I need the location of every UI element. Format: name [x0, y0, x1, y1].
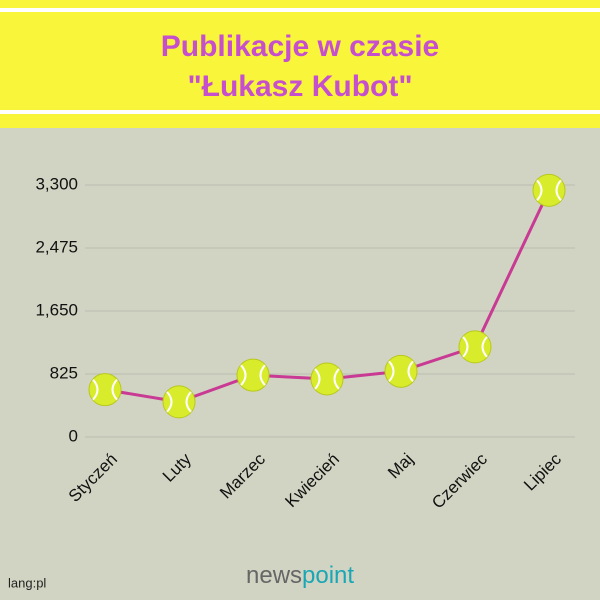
ball-seam [462, 336, 469, 358]
title-band [0, 0, 600, 120]
ball-seam [333, 368, 340, 390]
chart-title: Publikacje w czasie [161, 30, 439, 63]
tennis-ball [162, 385, 196, 419]
ball-seam [536, 179, 543, 202]
y-tick-label: 3,300 [35, 174, 78, 193]
tennis-ball [88, 373, 122, 407]
ball-seam [185, 391, 192, 413]
tennis-ball [236, 358, 270, 392]
chart-subtitle: "Łukasz Kubot" [187, 70, 412, 103]
ball-seam [111, 378, 118, 401]
tennis-ball [458, 330, 492, 364]
photo-backdrop [0, 120, 600, 600]
band-stripe [0, 110, 600, 114]
ball-seam [166, 391, 173, 413]
ball-seam [240, 364, 247, 386]
ball-seam [481, 336, 488, 358]
ball-seam [555, 179, 562, 202]
y-tick-label: 0 [69, 426, 78, 445]
ball-seam [388, 360, 395, 382]
ball-seam [314, 368, 321, 390]
y-tick-label: 825 [50, 363, 78, 382]
band-edge [0, 120, 600, 128]
ball-seam [259, 364, 266, 386]
ball-seam [92, 378, 99, 401]
source-label: lang:pl [8, 575, 46, 590]
ball-seam [407, 360, 414, 382]
brand-point: point [302, 562, 354, 589]
brand-news: news [246, 562, 302, 589]
tennis-ball [532, 173, 566, 207]
brand-logo: newspoint [246, 562, 354, 589]
tennis-ball [384, 354, 418, 388]
tennis-ball [310, 362, 344, 396]
y-tick-label: 1,650 [35, 300, 78, 319]
band-stripe [0, 8, 600, 12]
y-tick-label: 2,475 [35, 237, 78, 256]
